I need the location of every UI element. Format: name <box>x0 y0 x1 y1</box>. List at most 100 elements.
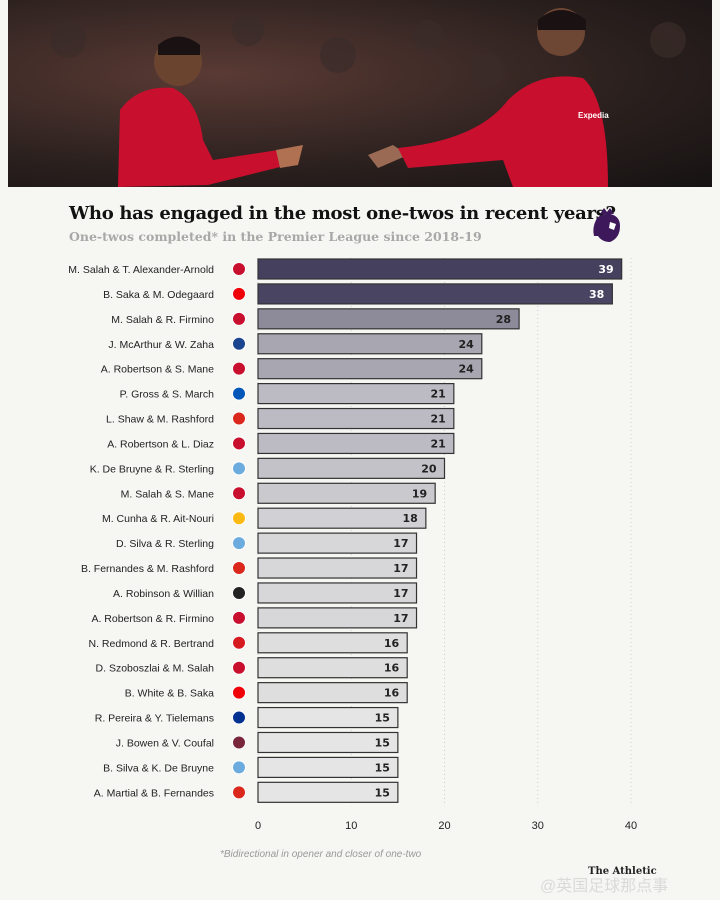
club-badge-icon-liverpool <box>232 262 246 276</box>
bar <box>257 283 613 305</box>
category-label: A. Martial & B. Fernandes <box>94 787 214 799</box>
bar <box>257 582 418 604</box>
bar <box>257 682 408 704</box>
premier-league-lion-icon <box>593 208 620 242</box>
bar <box>257 731 399 754</box>
club-badge-icon-wolves <box>232 511 246 526</box>
category-label: B. Saka & M. Odegaard <box>103 289 214 301</box>
club-badge-icon-liverpool <box>232 311 246 326</box>
club-badge-icon-man-utd <box>232 411 246 426</box>
data-label: 20 <box>421 462 437 475</box>
brand-logo: The Athletic <box>588 866 657 877</box>
data-label: 21 <box>431 413 446 426</box>
data-label: 17 <box>393 612 408 625</box>
club-badge-icon-liverpool <box>232 610 246 625</box>
bar-chart: 0 10 20 30 40 One-twos completed M. Salah & T.… <box>68 258 637 845</box>
header-photo: Expedia <box>8 0 712 187</box>
bar <box>257 756 399 779</box>
bar <box>257 657 408 679</box>
x-tick-label: 30 <box>532 820 544 832</box>
club-badge-icon-liverpool <box>232 361 246 376</box>
club-badge-icon-liverpool <box>232 436 246 451</box>
bar <box>257 632 408 654</box>
bar <box>257 781 399 803</box>
bar <box>257 482 436 504</box>
club-badge-icon-man-city <box>232 536 246 551</box>
category-label: M. Salah & T. Alexander-Arnold <box>68 264 214 276</box>
data-label: 16 <box>384 637 400 650</box>
x-tick-label: 40 <box>625 820 637 832</box>
bar <box>257 706 399 729</box>
data-label: 16 <box>384 662 400 675</box>
data-label: 19 <box>412 487 427 500</box>
data-label: 39 <box>598 263 613 276</box>
data-label: 18 <box>403 512 418 525</box>
club-badge-icon-liverpool <box>232 660 246 675</box>
category-label: M. Salah & S. Mane <box>121 488 215 500</box>
data-label: 15 <box>375 712 390 725</box>
club-badge-icon-arsenal <box>232 685 246 700</box>
data-label: 24 <box>458 338 474 351</box>
category-label: D. Silva & R. Sterling <box>116 538 214 550</box>
bar <box>257 607 418 629</box>
club-badge-icon-west-ham <box>232 735 246 750</box>
bar <box>257 432 455 455</box>
svg-text:Expedia: Expedia <box>578 111 609 120</box>
data-label: 38 <box>589 288 604 301</box>
chart-subtitle: One-twos completed* in the Premier Leagu… <box>69 229 482 244</box>
players-photo-illustration: Expedia <box>50 8 686 187</box>
category-label: K. De Bruyne & R. Sterling <box>90 463 214 475</box>
bar <box>257 333 483 355</box>
club-badge-icon-man-utd <box>232 561 246 576</box>
data-label: 17 <box>393 537 408 550</box>
data-label: 24 <box>458 363 474 376</box>
club-badge-icon-man-utd <box>232 785 246 800</box>
category-label: A. Robertson & S. Mane <box>101 364 214 376</box>
category-label: B. Silva & K. De Bruyne <box>103 762 214 774</box>
category-label: M. Cunha & R. Ait-Nouri <box>102 513 214 525</box>
category-label: D. Szoboszlai & M. Salah <box>96 663 215 675</box>
data-label: 21 <box>431 388 446 401</box>
bar <box>257 383 455 405</box>
data-label: 15 <box>375 786 390 799</box>
bar <box>257 258 623 280</box>
category-label: J. McArthur & W. Zaha <box>108 339 214 351</box>
club-badge-icon-southampton <box>232 635 246 650</box>
club-badge-icon-leicester <box>232 710 246 725</box>
category-label: B. Fernandes & M. Rashford <box>81 563 214 575</box>
data-label: 21 <box>431 437 446 450</box>
bar <box>257 557 418 579</box>
data-label: 28 <box>496 313 511 326</box>
club-badge-icon-brighton <box>232 386 246 401</box>
club-badge-icon-liverpool <box>232 486 246 501</box>
watermark: @英国足球那点事 <box>540 878 669 895</box>
bar <box>257 308 520 330</box>
category-label: J. Bowen & V. Coufal <box>116 737 214 749</box>
category-label: L. Shaw & M. Rashford <box>106 414 214 426</box>
data-label: 15 <box>375 761 390 774</box>
category-label: A. Robertson & R. Firmino <box>91 613 214 625</box>
chart-title: Who has engaged in the most one-twos in … <box>69 203 616 224</box>
x-tick-label: 20 <box>438 820 450 832</box>
bar <box>257 507 427 529</box>
bar <box>257 358 483 380</box>
category-label: P. Gross & S. March <box>120 389 214 401</box>
club-badge-icon-man-city <box>232 760 246 775</box>
data-label: 15 <box>375 736 390 749</box>
club-badge-icon-man-city <box>232 461 246 476</box>
category-label: R. Pereira & Y. Tielemans <box>95 713 214 725</box>
bar <box>257 407 455 430</box>
category-label: B. White & B. Saka <box>125 688 214 700</box>
club-badge-icon-crystal-palace <box>232 336 246 351</box>
category-label: A. Robinson & Willian <box>113 588 214 600</box>
category-label: A. Robertson & L. Diaz <box>107 438 214 450</box>
category-label: N. Redmond & R. Bertrand <box>89 638 215 650</box>
data-label: 17 <box>393 587 408 600</box>
bar <box>257 457 446 479</box>
footnote: *Bidirectional in opener and closer of o… <box>220 849 422 860</box>
data-label: 16 <box>384 687 400 700</box>
x-tick-label: 10 <box>345 820 357 832</box>
club-badge-icon-arsenal <box>232 286 246 301</box>
category-label: M. Salah & R. Firmino <box>111 314 214 326</box>
bar <box>257 532 418 554</box>
